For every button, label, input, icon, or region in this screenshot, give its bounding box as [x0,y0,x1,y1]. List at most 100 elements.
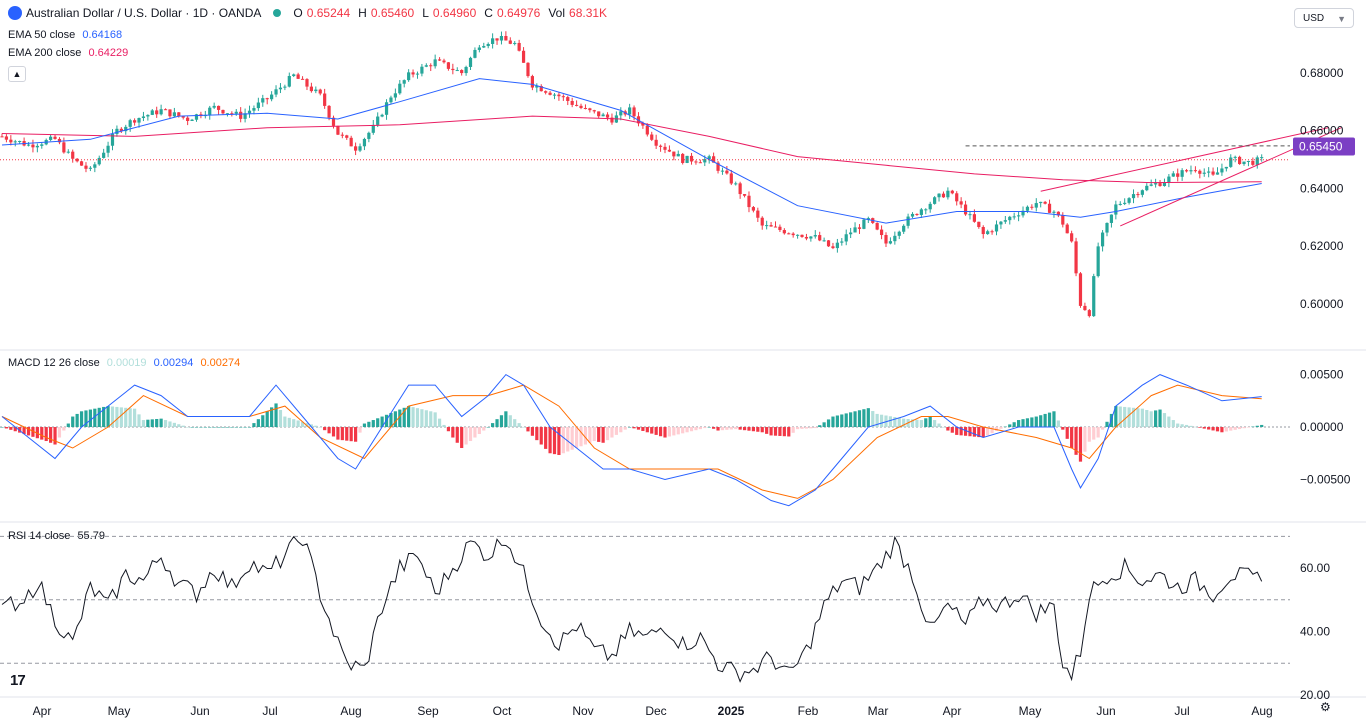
price-tick-label: 0.64000 [1300,181,1344,195]
ema200-value: 0.64229 [88,47,129,59]
candle-body [689,155,694,162]
candle-body [362,138,367,147]
candle-body [902,225,906,232]
gear-icon[interactable]: ⚙ [1320,700,1331,714]
macd-histogram-bar [97,407,101,428]
candle-body [981,227,985,235]
macd-histogram-bar [1229,427,1233,431]
candle-body [429,65,433,67]
time-tick-label: Jun [190,704,209,718]
ema50-legend[interactable]: EMA 50 close 0.64168 [8,29,122,41]
rsi-pane [0,535,1290,683]
macd-histogram-bar [1154,410,1158,428]
candle-body [694,161,698,163]
currency-selector[interactable]: USD ▼ [1294,8,1354,28]
candle-body [389,97,393,103]
low-value: 0.64960 [432,6,477,20]
rsi-line [1,535,1263,683]
tradingview-logo: 17 [10,672,26,689]
candle-body [283,86,287,88]
macd-histogram-bar [212,427,216,428]
macd-histogram-bar [667,427,672,437]
candle-body [150,110,154,115]
candle-body [13,141,17,143]
macd-histogram-bar [420,409,424,428]
candle-body [163,109,168,111]
candle-body [491,38,495,44]
candle-body [963,204,968,215]
rsi-legend[interactable]: RSI 14 close 55.79 [8,530,105,542]
candle-body [667,149,672,152]
macd-histogram-bar [270,407,274,428]
macd-histogram-bar [592,427,596,442]
axes: 0.68000 0.66000 0.64000 0.62000 0.60000 0.654… [33,66,1355,718]
macd-histogram-bar [720,427,725,431]
ema200-legend[interactable]: EMA 200 close 0.64229 [8,47,128,59]
macd-histogram-bar [977,427,981,438]
candle-body [287,75,291,87]
macd-histogram-bar [278,409,283,428]
macd-histogram-bar [1162,413,1167,428]
candle-body [40,144,44,146]
macd-histogram-bar [1100,427,1105,430]
chevron-up-icon[interactable]: ▲ [8,66,26,82]
candle-body [760,217,764,226]
macd-histogram-bar [1096,427,1100,438]
macd-histogram-bar [345,427,349,441]
candle-body [1003,220,1007,222]
macd-histogram-bar [765,427,769,434]
candle-body [1154,183,1158,185]
macd-histogram-bar [1255,425,1259,428]
candle-body [1109,214,1114,223]
macd-histogram-bar [1207,427,1211,430]
macd-histogram-bar [1030,417,1034,428]
macd-histogram-bar [681,427,685,434]
candle-body [1180,170,1184,177]
macd-histogram-bar [261,415,265,428]
candle-body [221,109,225,114]
macd-histogram-bar [252,423,256,428]
macd-legend[interactable]: MACD 12 26 close 0.00019 0.00294 0.00274 [8,357,240,369]
symbol-title[interactable]: Australian Dollar / U.S. Dollar · 1D · O… [26,6,262,20]
macd-histogram-bar [875,413,879,428]
candle-body [411,72,415,75]
candle-body [26,144,31,146]
candle-body [1123,202,1127,204]
candle-body [645,125,649,135]
macd-histogram-bar [283,416,287,428]
macd-histogram-bar [941,427,946,428]
candle-body [1039,201,1043,204]
candle-body [1233,156,1237,158]
candle-body [751,207,755,211]
macd-histogram-bar [650,427,654,434]
candle-body [866,218,870,220]
vol-label: Vol [548,6,566,20]
macd-histogram-bar [354,427,358,442]
candle-body [1251,160,1255,165]
candle-body [570,100,574,105]
candle-body [468,57,473,67]
candle-body [972,214,976,222]
macd-histogram-bar [994,427,999,431]
low-label: L [422,6,429,20]
macd-histogram-bar [393,411,397,428]
candle-body [278,87,283,90]
macd-histogram-bar [1083,427,1087,452]
macd-histogram-bar [1158,409,1162,428]
macd-histogram-bar [826,419,831,428]
candle-body [765,225,769,227]
macd-histogram-bar [751,427,755,432]
macd-histogram-bar [796,427,800,430]
candle-body [1215,172,1220,175]
macd-histogram-bar [981,427,985,438]
candle-body [968,214,972,216]
macd-histogram-bar [928,416,932,428]
macd-histogram-bar [570,427,574,450]
candle-body [769,225,773,227]
candle-body [773,226,778,228]
candle-body [641,123,645,126]
macd-histogram-bar [950,427,954,433]
macd-histogram-bar [946,427,950,431]
macd-histogram-bar [88,409,92,428]
